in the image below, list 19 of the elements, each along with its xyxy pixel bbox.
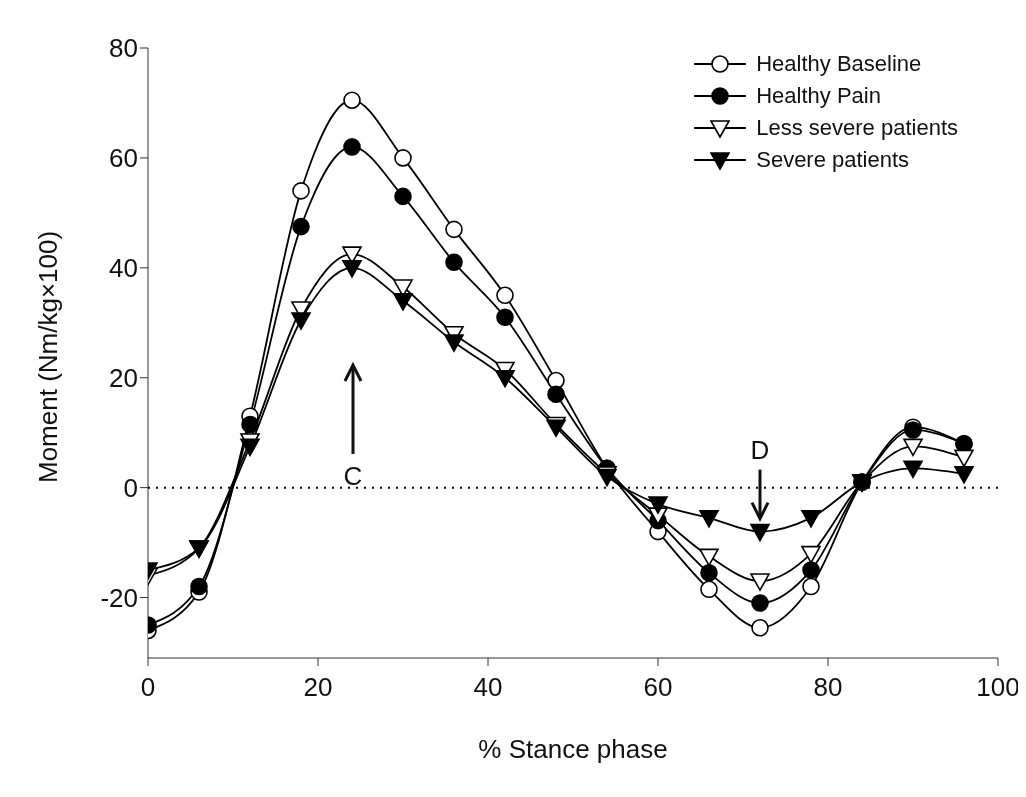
legend-label: Severe patients	[756, 147, 910, 173]
x-tick-label: 20	[303, 672, 333, 703]
y-tick-label: -20	[100, 582, 138, 613]
x-axis-title: % Stance phase	[478, 734, 668, 764]
y-tick-label: 60	[109, 143, 138, 174]
legend-label: Healthy Baseline	[756, 51, 922, 77]
x-tick-label: 100	[976, 672, 1020, 703]
y-axis-title: Moment (Nm/kg×100)	[33, 230, 64, 483]
x-tick-label: 40	[473, 672, 503, 703]
y-tick-label: 20	[109, 362, 138, 393]
x-tick-label: 60	[643, 672, 673, 703]
y-tick-label: 80	[109, 33, 138, 64]
annotation: D	[750, 434, 770, 465]
x-tick-label: 80	[813, 672, 843, 703]
y-tick-label: 0	[123, 472, 138, 503]
legend-label: Less severe patients	[756, 115, 958, 141]
annotation: C	[343, 461, 363, 491]
y-tick-label: 40	[109, 253, 138, 284]
legend-label: Healthy Pain	[756, 83, 881, 109]
